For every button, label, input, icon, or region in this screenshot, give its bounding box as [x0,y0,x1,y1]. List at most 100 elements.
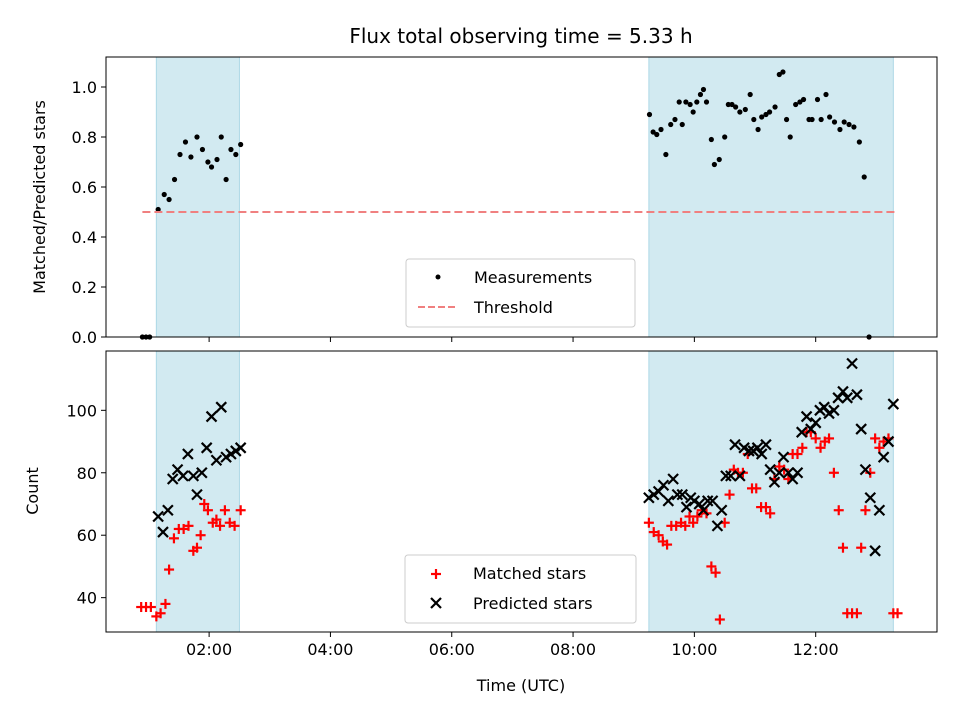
predicted-star-point [157,526,169,538]
measurement-point [747,91,753,98]
legend-threshold-label: Threshold [473,298,553,317]
predicted-star-point [864,491,877,504]
measurement-point [814,96,821,103]
measurement-point [663,151,669,158]
predicted-star-point [724,470,737,482]
matched-star-point [195,530,206,541]
top-panel-legend-box [405,258,636,328]
measurement-point [831,119,838,125]
matched-star-point [760,502,771,513]
measurement-point [166,196,172,203]
measurement-point [783,116,790,123]
shaded-interval-0 [155,350,240,633]
predicted-star-point [751,442,764,454]
matched-star-point [145,602,156,613]
measurement-point [733,104,739,110]
predicted-star-point [177,470,189,482]
predicted-star-point [887,398,900,410]
matched-star-point [870,433,881,444]
matched-star-point [202,505,213,516]
matched-star-point [160,598,171,609]
predicted-star-point [841,392,854,404]
predicted-star-point [234,442,247,454]
matched-star-point [815,442,826,453]
measurement-point [687,101,693,108]
x-axis-label: Time (UTC) [476,676,565,695]
predicted-star-point [162,504,174,517]
top-panel-ticks: 0.0 0.2 0.4 0.6 0.8 1.0 [72,78,817,347]
measurement-point [177,151,183,158]
predicted-star-point [667,473,679,485]
matched-star-point [833,505,844,516]
top-panel-y-axis-label: Matched/Predicted stars [30,100,49,294]
measurement-point [841,119,847,125]
predicted-star-point [196,466,208,479]
measurement-point [716,156,722,163]
x-tick-label-4: 10:00 [671,640,717,659]
bottom-panel-y-axis-label: Count [23,467,42,515]
matched-star-point [168,533,179,544]
measurement-point [823,91,829,98]
predicted-star-point [166,473,179,485]
predicted-star-point [851,388,863,401]
measurement-point [818,116,824,123]
bottom-panel-series [136,357,903,625]
matched-star-point [653,530,664,541]
matched-star-point [183,520,194,531]
matched-star-point [824,433,835,444]
predicted-star-point [706,495,719,507]
predicted-star-point [715,504,728,517]
y-tick-label-4: 0.8 [72,128,97,147]
matched-star-point [792,449,803,460]
y-tick-label-1: 0.2 [72,278,97,297]
measurement-point [725,101,731,108]
predicted-star-point [215,401,228,413]
matched-star-point [856,542,867,553]
measurement-point [755,126,761,133]
measurement-point [763,111,769,118]
measurement-point [809,116,815,123]
x-tick-label-2: 06:00 [429,640,475,659]
y-tick-label-0: 0.0 [72,328,97,347]
measurement-point [690,109,696,115]
series-predicted-stars [152,357,900,557]
predicted-star-point [210,454,223,467]
measurement-point [856,139,862,145]
matched-star-point [662,539,673,550]
measurement-point [194,134,200,140]
series-measurements [139,69,872,340]
measurement-point [737,109,743,115]
y-tick-label-2: 0.4 [72,228,97,247]
measurement-point [646,111,653,118]
predicted-star-point [869,545,881,557]
matched-star-point [191,542,202,553]
shaded-interval-0 [155,56,240,338]
measurement-point [700,86,707,93]
measurement-point [676,99,682,105]
y-tick-label-0: 40 [77,589,97,608]
matched-star-point [688,517,699,528]
predicted-star-point [877,451,890,463]
predicted-star-point [182,448,194,460]
measurement-point [654,131,660,138]
measurement-point [766,109,773,115]
matched-star-point [643,517,654,528]
x-tick-label-5: 12:00 [793,640,839,659]
predicted-star-point [191,488,203,501]
predicted-star-point [711,520,724,532]
measurement-point [800,96,807,103]
top-panel-frame [105,56,938,338]
predicted-star-point [755,448,768,460]
predicted-star-point [205,410,218,423]
predicted-star-point [800,410,813,423]
measurement-point [650,129,656,135]
top-panel: 0.0 0.2 0.4 0.6 0.8 1.0 Matched/Predicted sta… [30,56,938,347]
matched-star-point [860,505,871,516]
matched-star-point [797,442,808,453]
measurement-point [793,101,799,108]
measurement-point [787,134,793,140]
x-tick-label-0: 02:00 [186,640,232,659]
predicted-star-point [671,488,684,501]
predicted-star-point [777,451,790,463]
legend-matched-label: Matched stars [473,564,586,583]
